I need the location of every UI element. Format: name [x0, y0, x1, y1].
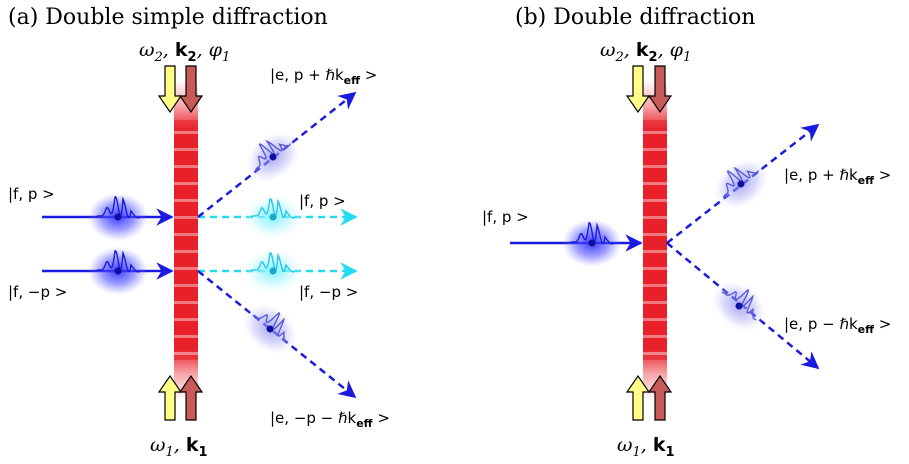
panel-a-wavepacket-in-lower — [88, 247, 148, 295]
panel-a-state-diffracted-down: |e, −p − ℏkeff > — [270, 409, 390, 430]
panel-a-caption: (a) Double simple diffraction — [8, 5, 328, 30]
panel-b: (b) Double diffraction ω2, k2, φ1 ω1, k1 — [482, 5, 891, 460]
rose-arrow-up-icon — [178, 374, 204, 421]
panel-a-wavepacket-diffracted-up — [245, 131, 301, 183]
panel-b-caption: (b) Double diffraction — [515, 5, 755, 30]
panel-a-laser-beam — [174, 80, 198, 400]
panel-b-diffracted-up-arrow — [666, 123, 820, 244]
yellow-arrow-up-icon — [157, 374, 183, 421]
panel-b-bottom-beam-label: ω1, k1 — [617, 434, 675, 460]
panel-a-state-in-upper: |f, p > — [8, 185, 55, 203]
panel-b-laser-beam — [643, 80, 667, 400]
panel-a-wavepacket-transmitted-upper — [243, 195, 303, 239]
panel-a-bottom-arrows — [157, 374, 204, 421]
panel-a-bottom-beam-label: ω1, k1 — [150, 434, 208, 460]
panel-a-state-diffracted-up: |e, p + ℏkeff > — [270, 66, 377, 87]
rose-arrow-up-icon — [647, 374, 673, 421]
yellow-arrow-down-icon — [625, 65, 651, 114]
panel-a: (a) Double simple diffraction ω2, k2, φ1… — [8, 5, 390, 460]
panel-b-top-arrows — [625, 65, 673, 114]
panel-b-wavepacket-diffracted-down — [711, 280, 767, 332]
panel-b-state-diffracted-down: |e, p − ℏkeff > — [784, 315, 891, 336]
panel-b-bottom-arrows — [625, 374, 673, 421]
panel-a-state-transmitted-upper: |f, p > — [299, 192, 346, 210]
rose-arrow-down-icon — [178, 65, 204, 114]
yellow-arrow-up-icon — [625, 374, 651, 421]
yellow-arrow-down-icon — [157, 65, 183, 114]
panel-a-wavepacket-in-upper — [88, 193, 148, 241]
panel-a-top-arrows — [157, 65, 204, 114]
panel-a-top-beam-label: ω2, k2, φ1 — [139, 39, 230, 65]
panel-a-wavepacket-transmitted-lower — [243, 249, 303, 293]
panel-b-wavepacket-in — [562, 219, 622, 267]
panel-b-wavepacket-diffracted-up — [713, 158, 769, 210]
panel-a-state-transmitted-lower: |f, −p > — [299, 283, 358, 301]
panel-b-top-beam-label: ω2, k2, φ1 — [600, 39, 691, 65]
panel-a-wavepacket-diffracted-down — [242, 303, 298, 355]
rose-arrow-down-icon — [647, 65, 673, 114]
panel-a-state-in-lower: |f, −p > — [8, 283, 67, 301]
panel-b-state-in: |f, p > — [482, 208, 529, 226]
panel-b-state-diffracted-up: |e, p + ℏkeff > — [784, 166, 891, 187]
